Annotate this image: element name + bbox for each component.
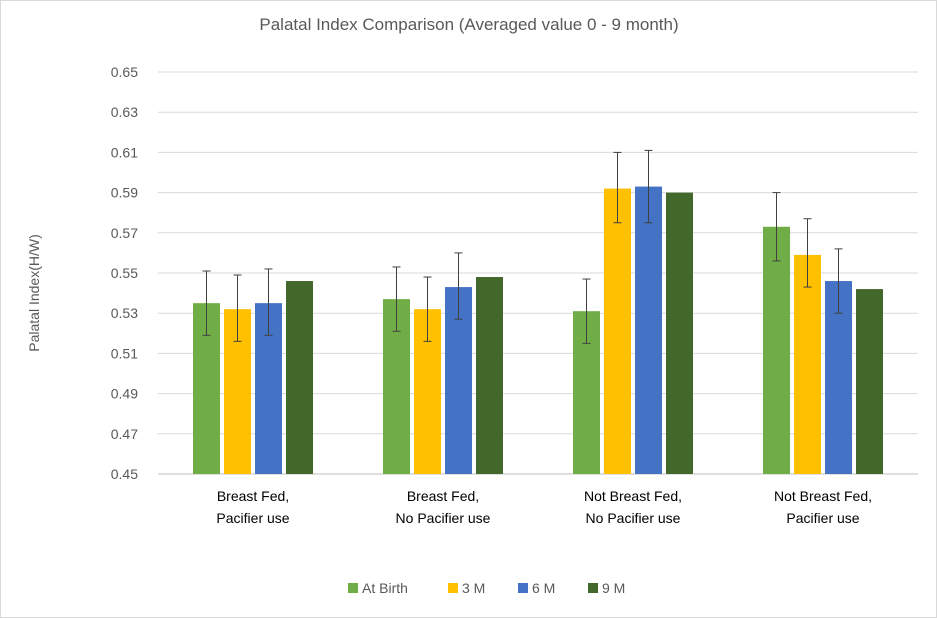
bars xyxy=(193,186,883,474)
y-tick-label: 0.65 xyxy=(111,64,138,80)
category-label-line: Not Breast Fed, xyxy=(774,488,872,504)
category-label: Breast Fed, No Pacifier use xyxy=(396,488,491,526)
y-tick-label: 0.45 xyxy=(111,466,138,482)
category-label: Not Breast Fed, No Pacifier use xyxy=(584,488,682,526)
error-bars xyxy=(202,149,843,344)
legend-label: 6 M xyxy=(532,580,555,596)
category-label-line: No Pacifier use xyxy=(586,510,681,526)
legend-swatch xyxy=(448,583,458,593)
bar xyxy=(763,226,790,474)
y-tick-label: 0.49 xyxy=(111,386,138,402)
bar xyxy=(604,188,631,474)
category-label: Not Breast Fed, Pacifier use xyxy=(774,488,872,526)
y-tick-label: 0.51 xyxy=(111,345,138,361)
y-axis-title: Palatal Index(H/W) xyxy=(26,234,42,351)
legend-label: 3 M xyxy=(462,580,485,596)
legend-swatch xyxy=(348,583,358,593)
category-labels: Breast Fed, Pacifier use Breast Fed, No Pac… xyxy=(216,488,872,526)
bar xyxy=(856,289,883,474)
y-tick-label: 0.55 xyxy=(111,265,138,281)
legend: At Birth 3 M 6 M 9 M xyxy=(348,580,625,596)
legend-label: At Birth xyxy=(362,580,408,596)
y-axis-tick-labels: 0.45 0.47 0.49 0.51 0.53 0.55 0.57 0.59 0.61 0.63… xyxy=(111,64,138,482)
category-label: Breast Fed, Pacifier use xyxy=(216,488,289,526)
y-tick-label: 0.61 xyxy=(111,144,138,160)
legend-swatch xyxy=(588,583,598,593)
category-label-line: No Pacifier use xyxy=(396,510,491,526)
bar xyxy=(666,192,693,474)
bar xyxy=(635,186,662,474)
bar xyxy=(286,281,313,474)
category-label-line: Breast Fed, xyxy=(217,488,289,504)
category-label-line: Not Breast Fed, xyxy=(584,488,682,504)
chart-title: Palatal Index Comparison (Averaged value… xyxy=(259,15,678,34)
y-tick-label: 0.63 xyxy=(111,104,138,120)
bar xyxy=(476,277,503,474)
category-label-line: Breast Fed, xyxy=(407,488,479,504)
y-tick-label: 0.47 xyxy=(111,426,138,442)
y-tick-label: 0.53 xyxy=(111,305,138,321)
legend-swatch xyxy=(518,583,528,593)
y-tick-label: 0.59 xyxy=(111,185,138,201)
category-label-line: Pacifier use xyxy=(216,510,289,526)
bar xyxy=(794,254,821,474)
legend-label: 9 M xyxy=(602,580,625,596)
gridlines xyxy=(158,71,918,475)
category-label-line: Pacifier use xyxy=(786,510,859,526)
y-tick-label: 0.57 xyxy=(111,225,138,241)
